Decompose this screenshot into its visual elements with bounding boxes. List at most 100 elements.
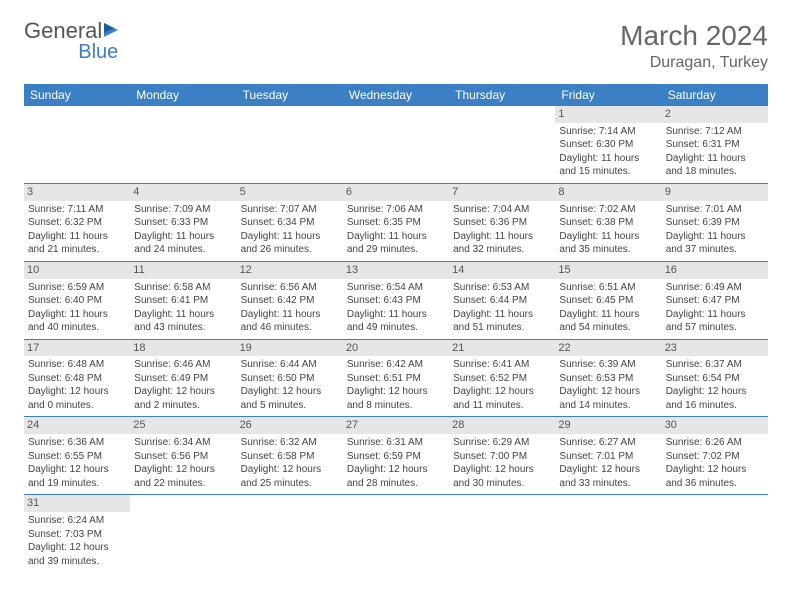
daylight-text: Daylight: 11 hours and 57 minutes. — [666, 308, 764, 335]
month-title: March 2024 — [620, 20, 768, 52]
sunset-text: Sunset: 7:02 PM — [666, 450, 764, 464]
day-number: 2 — [662, 106, 768, 123]
day-header: Friday — [555, 84, 661, 106]
calendar-cell — [130, 495, 236, 572]
logo-text-1: General — [24, 18, 102, 43]
daylight-text: Daylight: 11 hours and 37 minutes. — [666, 230, 764, 257]
sunrise-text: Sunrise: 6:37 AM — [666, 358, 764, 372]
logo: GeneralBlue — [24, 20, 118, 62]
day-number: 21 — [449, 340, 555, 357]
calendar-cell: 14Sunrise: 6:53 AMSunset: 6:44 PMDayligh… — [449, 261, 555, 339]
day-number: 26 — [237, 417, 343, 434]
calendar-cell: 4Sunrise: 7:09 AMSunset: 6:33 PMDaylight… — [130, 183, 236, 261]
daylight-text: Daylight: 12 hours and 14 minutes. — [559, 385, 657, 412]
daylight-text: Daylight: 11 hours and 54 minutes. — [559, 308, 657, 335]
calendar-cell — [555, 495, 661, 572]
daylight-text: Daylight: 11 hours and 43 minutes. — [134, 308, 232, 335]
day-number: 6 — [343, 184, 449, 201]
sunset-text: Sunset: 6:58 PM — [241, 450, 339, 464]
sunrise-text: Sunrise: 6:29 AM — [453, 436, 551, 450]
sunrise-text: Sunrise: 7:12 AM — [666, 125, 764, 139]
daylight-text: Daylight: 12 hours and 16 minutes. — [666, 385, 764, 412]
calendar-cell: 15Sunrise: 6:51 AMSunset: 6:45 PMDayligh… — [555, 261, 661, 339]
daylight-text: Daylight: 11 hours and 40 minutes. — [28, 308, 126, 335]
sunset-text: Sunset: 6:48 PM — [28, 372, 126, 386]
daylight-text: Daylight: 11 hours and 18 minutes. — [666, 152, 764, 179]
sunrise-text: Sunrise: 6:39 AM — [559, 358, 657, 372]
calendar-cell: 31Sunrise: 6:24 AMSunset: 7:03 PMDayligh… — [24, 495, 130, 572]
calendar-cell: 5Sunrise: 7:07 AMSunset: 6:34 PMDaylight… — [237, 183, 343, 261]
daylight-text: Daylight: 12 hours and 5 minutes. — [241, 385, 339, 412]
daylight-text: Daylight: 11 hours and 24 minutes. — [134, 230, 232, 257]
location: Duragan, Turkey — [620, 54, 768, 72]
daylight-text: Daylight: 12 hours and 36 minutes. — [666, 463, 764, 490]
daylight-text: Daylight: 11 hours and 49 minutes. — [347, 308, 445, 335]
sunset-text: Sunset: 6:49 PM — [134, 372, 232, 386]
sunset-text: Sunset: 6:32 PM — [28, 216, 126, 230]
calendar-cell — [24, 106, 130, 183]
sunrise-text: Sunrise: 6:56 AM — [241, 281, 339, 295]
calendar-cell: 7Sunrise: 7:04 AMSunset: 6:36 PMDaylight… — [449, 183, 555, 261]
day-number: 4 — [130, 184, 236, 201]
sunset-text: Sunset: 6:55 PM — [28, 450, 126, 464]
sunrise-text: Sunrise: 6:54 AM — [347, 281, 445, 295]
calendar-cell: 12Sunrise: 6:56 AMSunset: 6:42 PMDayligh… — [237, 261, 343, 339]
calendar-cell — [237, 106, 343, 183]
sunrise-text: Sunrise: 7:01 AM — [666, 203, 764, 217]
day-number: 5 — [237, 184, 343, 201]
calendar-cell: 11 Sunrise: 6:58 AMSunset: 6:41 PMDayligh… — [130, 261, 236, 339]
sunset-text: Sunset: 6:51 PM — [347, 372, 445, 386]
daylight-text: Daylight: 11 hours and 51 minutes. — [453, 308, 551, 335]
sunset-text: Sunset: 6:50 PM — [241, 372, 339, 386]
day-number: 17 — [24, 340, 130, 357]
daylight-text: Daylight: 12 hours and 8 minutes. — [347, 385, 445, 412]
daylight-text: Daylight: 12 hours and 0 minutes. — [28, 385, 126, 412]
calendar-row: 3Sunrise: 7:11 AMSunset: 6:32 PMDaylight… — [24, 183, 768, 261]
sunrise-text: Sunrise: 6:26 AM — [666, 436, 764, 450]
sunrise-text: Sunrise: 6:58 AM — [134, 281, 232, 295]
sunset-text: Sunset: 6:40 PM — [28, 294, 126, 308]
sunset-text: Sunset: 6:41 PM — [134, 294, 232, 308]
sunrise-text: Sunrise: 6:34 AM — [134, 436, 232, 450]
calendar-cell: 28Sunrise: 6:29 AMSunset: 7:00 PMDayligh… — [449, 417, 555, 495]
day-number: 8 — [555, 184, 661, 201]
sunrise-text: Sunrise: 6:36 AM — [28, 436, 126, 450]
daylight-text: Daylight: 12 hours and 28 minutes. — [347, 463, 445, 490]
title-block: March 2024 Duragan, Turkey — [620, 20, 768, 72]
daylight-text: Daylight: 11 hours and 15 minutes. — [559, 152, 657, 179]
sunrise-text: Sunrise: 7:06 AM — [347, 203, 445, 217]
day-number: 18 — [130, 340, 236, 357]
day-number: 23 — [662, 340, 768, 357]
calendar-cell: 29Sunrise: 6:27 AMSunset: 7:01 PMDayligh… — [555, 417, 661, 495]
calendar-cell — [237, 495, 343, 572]
sunrise-text: Sunrise: 6:44 AM — [241, 358, 339, 372]
day-header: Saturday — [662, 84, 768, 106]
calendar-cell: 18Sunrise: 6:46 AMSunset: 6:49 PMDayligh… — [130, 339, 236, 417]
sunset-text: Sunset: 6:34 PM — [241, 216, 339, 230]
calendar-cell: 1Sunrise: 7:14 AMSunset: 6:30 PMDaylight… — [555, 106, 661, 183]
calendar-row: 10Sunrise: 6:59 AMSunset: 6:40 PMDayligh… — [24, 261, 768, 339]
sunrise-text: Sunrise: 6:59 AM — [28, 281, 126, 295]
sunset-text: Sunset: 7:00 PM — [453, 450, 551, 464]
calendar-cell: 23Sunrise: 6:37 AMSunset: 6:54 PMDayligh… — [662, 339, 768, 417]
calendar-cell: 22Sunrise: 6:39 AMSunset: 6:53 PMDayligh… — [555, 339, 661, 417]
sunset-text: Sunset: 6:35 PM — [347, 216, 445, 230]
day-number: 11 — [130, 262, 236, 279]
calendar-cell: 25Sunrise: 6:34 AMSunset: 6:56 PMDayligh… — [130, 417, 236, 495]
day-number: 9 — [662, 184, 768, 201]
calendar-cell: 17Sunrise: 6:48 AMSunset: 6:48 PMDayligh… — [24, 339, 130, 417]
calendar-cell: 9Sunrise: 7:01 AMSunset: 6:39 PMDaylight… — [662, 183, 768, 261]
sunset-text: Sunset: 6:36 PM — [453, 216, 551, 230]
calendar-cell: 2Sunrise: 7:12 AMSunset: 6:31 PMDaylight… — [662, 106, 768, 183]
daylight-text: Daylight: 12 hours and 33 minutes. — [559, 463, 657, 490]
calendar-cell — [130, 106, 236, 183]
calendar-row: 24Sunrise: 6:36 AMSunset: 6:55 PMDayligh… — [24, 417, 768, 495]
sunset-text: Sunset: 6:56 PM — [134, 450, 232, 464]
day-header: Sunday — [24, 84, 130, 106]
calendar-cell: 30Sunrise: 6:26 AMSunset: 7:02 PMDayligh… — [662, 417, 768, 495]
daylight-text: Daylight: 11 hours and 29 minutes. — [347, 230, 445, 257]
sunset-text: Sunset: 6:38 PM — [559, 216, 657, 230]
daylight-text: Daylight: 12 hours and 2 minutes. — [134, 385, 232, 412]
calendar-cell: 26Sunrise: 6:32 AMSunset: 6:58 PMDayligh… — [237, 417, 343, 495]
sunrise-text: Sunrise: 6:41 AM — [453, 358, 551, 372]
